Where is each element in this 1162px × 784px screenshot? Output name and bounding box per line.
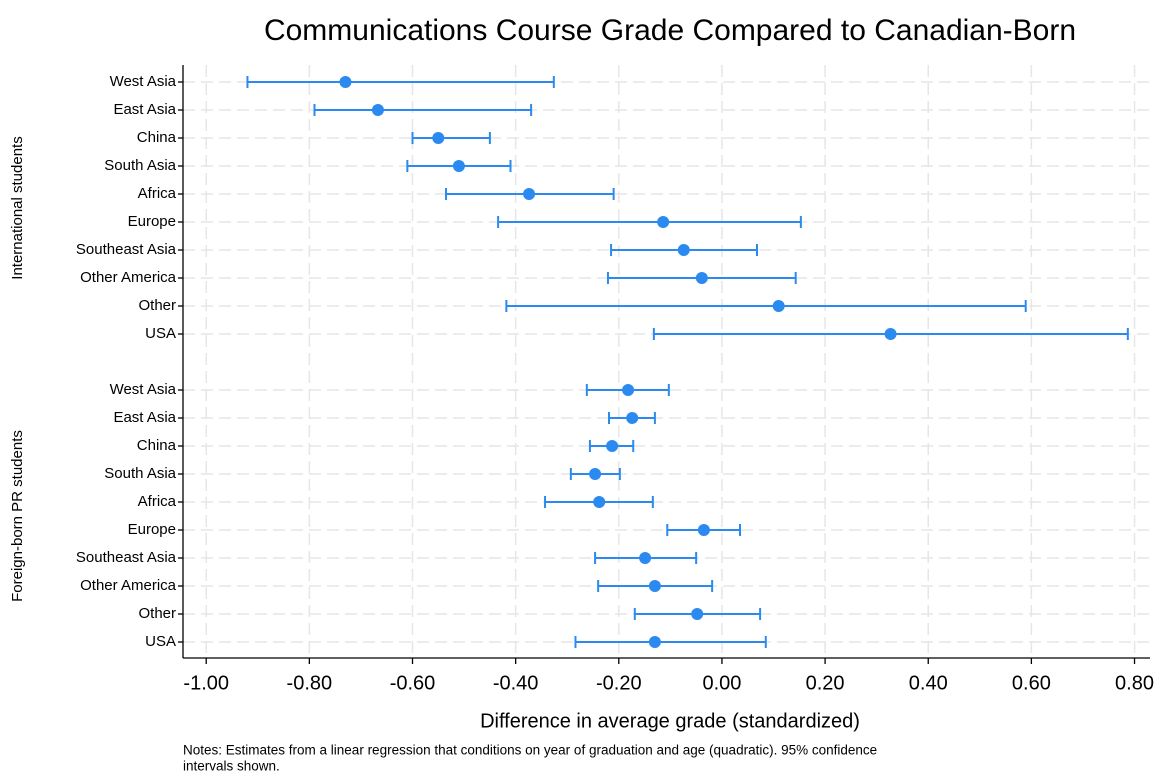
point (593, 496, 606, 508)
chart-title: Communications Course Grade Compared to … (264, 14, 1076, 47)
y-tick-label: China (137, 129, 177, 146)
y-tick-label: East Asia (113, 101, 176, 118)
point (648, 580, 661, 592)
point (371, 104, 384, 116)
point (589, 468, 602, 480)
y-tick-label: Other (138, 297, 176, 314)
notes: intervals shown. (183, 759, 280, 774)
y-tick-label: Other America (80, 269, 177, 286)
x-tick-label: -0.80 (287, 672, 333, 694)
y-tick-label: South Asia (104, 157, 176, 174)
point (884, 328, 897, 340)
point (648, 636, 661, 648)
group-label: Foreign-born PR students (9, 430, 26, 602)
point (523, 188, 536, 200)
y-tick-label: Other America (80, 577, 177, 594)
y-tick-label: USA (145, 633, 176, 650)
x-tick-label: -0.20 (596, 672, 642, 694)
y-tick-label: Southeast Asia (76, 241, 177, 258)
y-tick-label: Other (138, 605, 176, 622)
y-tick-label: USA (145, 325, 176, 342)
point (639, 552, 652, 564)
y-tick-label: Africa (138, 185, 177, 202)
point (432, 132, 445, 144)
x-tick-label: -0.40 (493, 672, 539, 694)
point (622, 384, 635, 396)
x-tick-label: 0.20 (806, 672, 845, 694)
point (695, 272, 708, 284)
point (697, 524, 710, 536)
group-label: International students (9, 136, 26, 279)
x-tick-label: 0.00 (702, 672, 741, 694)
y-tick-label: West Asia (110, 73, 177, 90)
x-tick-label: -0.60 (390, 672, 436, 694)
y-tick-label: Africa (138, 493, 177, 510)
x-tick-label: -1.00 (183, 672, 229, 694)
point (626, 412, 639, 424)
x-tick-label: 0.80 (1115, 672, 1154, 694)
x-tick-label: 0.40 (909, 672, 948, 694)
x-axis-label: Difference in average grade (standardize… (480, 710, 860, 732)
point (339, 76, 352, 88)
y-tick-label: China (137, 437, 177, 454)
point (657, 216, 670, 228)
point (606, 440, 619, 452)
y-tick-label: Europe (128, 213, 176, 230)
point (677, 244, 690, 256)
y-tick-label: East Asia (113, 409, 176, 426)
x-tick-label: 0.60 (1012, 672, 1051, 694)
point (772, 300, 785, 312)
y-tick-label: Europe (128, 521, 176, 538)
y-tick-label: West Asia (110, 381, 177, 398)
y-tick-label: Southeast Asia (76, 549, 177, 566)
point (452, 160, 465, 172)
y-tick-label: South Asia (104, 465, 176, 482)
notes: Notes: Estimates from a linear regressio… (183, 743, 877, 758)
point (691, 608, 704, 620)
